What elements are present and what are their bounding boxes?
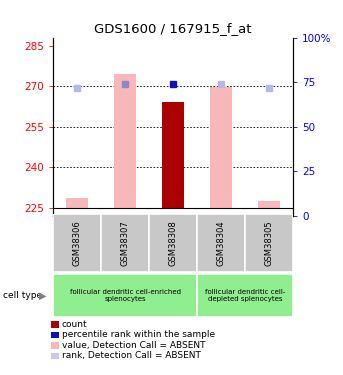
Bar — [101, 214, 149, 272]
Text: GSM38306: GSM38306 — [73, 220, 82, 266]
Bar — [197, 214, 245, 272]
Text: cell type: cell type — [3, 291, 43, 300]
Text: ▶: ▶ — [39, 290, 47, 300]
Bar — [115, 74, 136, 207]
Text: value, Detection Call = ABSENT: value, Detection Call = ABSENT — [62, 341, 205, 350]
Bar — [245, 214, 293, 272]
Text: percentile rank within the sample: percentile rank within the sample — [62, 330, 215, 339]
Title: GDS1600 / 167915_f_at: GDS1600 / 167915_f_at — [94, 22, 252, 35]
Bar — [149, 214, 197, 272]
Text: follicular dendritic cell-
depleted splenocytes: follicular dendritic cell- depleted sple… — [205, 289, 285, 302]
Text: follicular dendritic cell-enriched
splenocytes: follicular dendritic cell-enriched splen… — [70, 289, 181, 302]
Bar — [53, 274, 197, 317]
Text: GSM38307: GSM38307 — [121, 220, 130, 266]
Bar — [259, 201, 280, 207]
Text: rank, Detection Call = ABSENT: rank, Detection Call = ABSENT — [62, 351, 201, 360]
Bar — [210, 87, 232, 207]
Bar — [67, 198, 88, 207]
Text: GSM38304: GSM38304 — [217, 220, 226, 266]
Text: GSM38308: GSM38308 — [169, 220, 178, 266]
Bar — [197, 274, 293, 317]
Text: count: count — [62, 320, 87, 329]
Bar — [53, 214, 101, 272]
Bar — [163, 102, 184, 207]
Text: GSM38305: GSM38305 — [265, 220, 274, 266]
